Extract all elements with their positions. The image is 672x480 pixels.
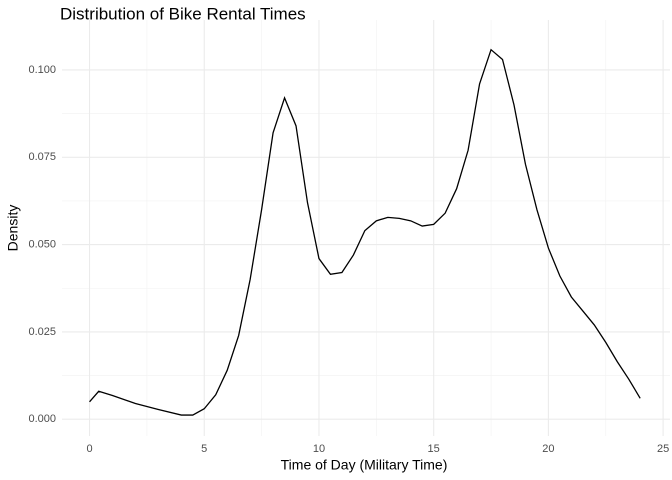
y-tick-label: 0.000 xyxy=(28,413,56,425)
x-tick-label: 15 xyxy=(428,443,440,455)
x-tick-label: 20 xyxy=(542,443,554,455)
x-tick-label: 5 xyxy=(201,443,207,455)
y-tick-label: 0.100 xyxy=(28,64,56,76)
y-tick-label: 0.025 xyxy=(28,326,56,338)
x-tick-label: 10 xyxy=(313,443,325,455)
chart-title: Distribution of Bike Rental Times xyxy=(60,4,306,23)
x-axis-label: Time of Day (Military Time) xyxy=(281,457,448,473)
y-tick-label: 0.050 xyxy=(28,238,56,250)
x-tick-label: 25 xyxy=(657,443,669,455)
y-axis-label: Density xyxy=(5,205,21,252)
density-line xyxy=(89,48,641,416)
y-tick-label: 0.075 xyxy=(28,151,56,163)
x-tick-label: 0 xyxy=(86,443,92,455)
